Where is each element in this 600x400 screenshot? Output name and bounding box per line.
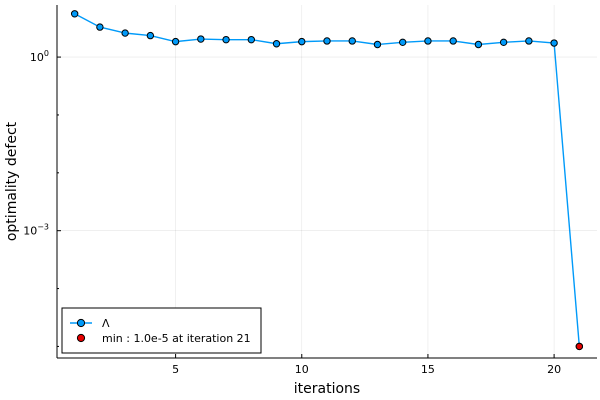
legend-label-lambda: Λ <box>102 317 110 330</box>
data-point <box>272 40 281 48</box>
legend-label-min: min : 1.0e-5 at iteration 21 <box>102 332 251 345</box>
x-axis-label: iterations <box>294 381 360 397</box>
data-point <box>525 37 533 45</box>
y-tick-label: 100 <box>30 49 49 64</box>
data-point <box>424 37 432 45</box>
plot-area <box>57 5 597 358</box>
data-point <box>222 35 230 44</box>
data-point <box>146 31 155 40</box>
y-axis-label: optimality defect <box>4 121 20 241</box>
data-point <box>474 40 483 49</box>
min-point <box>575 342 584 351</box>
data-point <box>298 37 306 46</box>
data-point <box>121 29 129 37</box>
data-point <box>171 37 180 46</box>
data-point <box>550 39 558 47</box>
data-point <box>96 23 104 31</box>
data-point <box>247 35 255 44</box>
data-point <box>449 37 457 45</box>
legend <box>61 307 262 354</box>
x-tick-label: 5 <box>172 363 179 376</box>
data-point <box>373 40 382 49</box>
legend-marker-min <box>76 333 86 343</box>
data-point <box>197 35 205 43</box>
y-tick-label: 10−3 <box>23 223 49 238</box>
data-point <box>323 37 331 45</box>
x-tick-label: 10 <box>295 363 309 376</box>
data-point <box>399 38 407 47</box>
data-point <box>70 10 79 18</box>
x-tick-label: 20 <box>547 363 561 376</box>
data-point <box>499 38 508 47</box>
legend-marker-lambda <box>76 318 86 328</box>
x-tick-label: 15 <box>421 363 435 376</box>
data-point <box>348 37 356 45</box>
